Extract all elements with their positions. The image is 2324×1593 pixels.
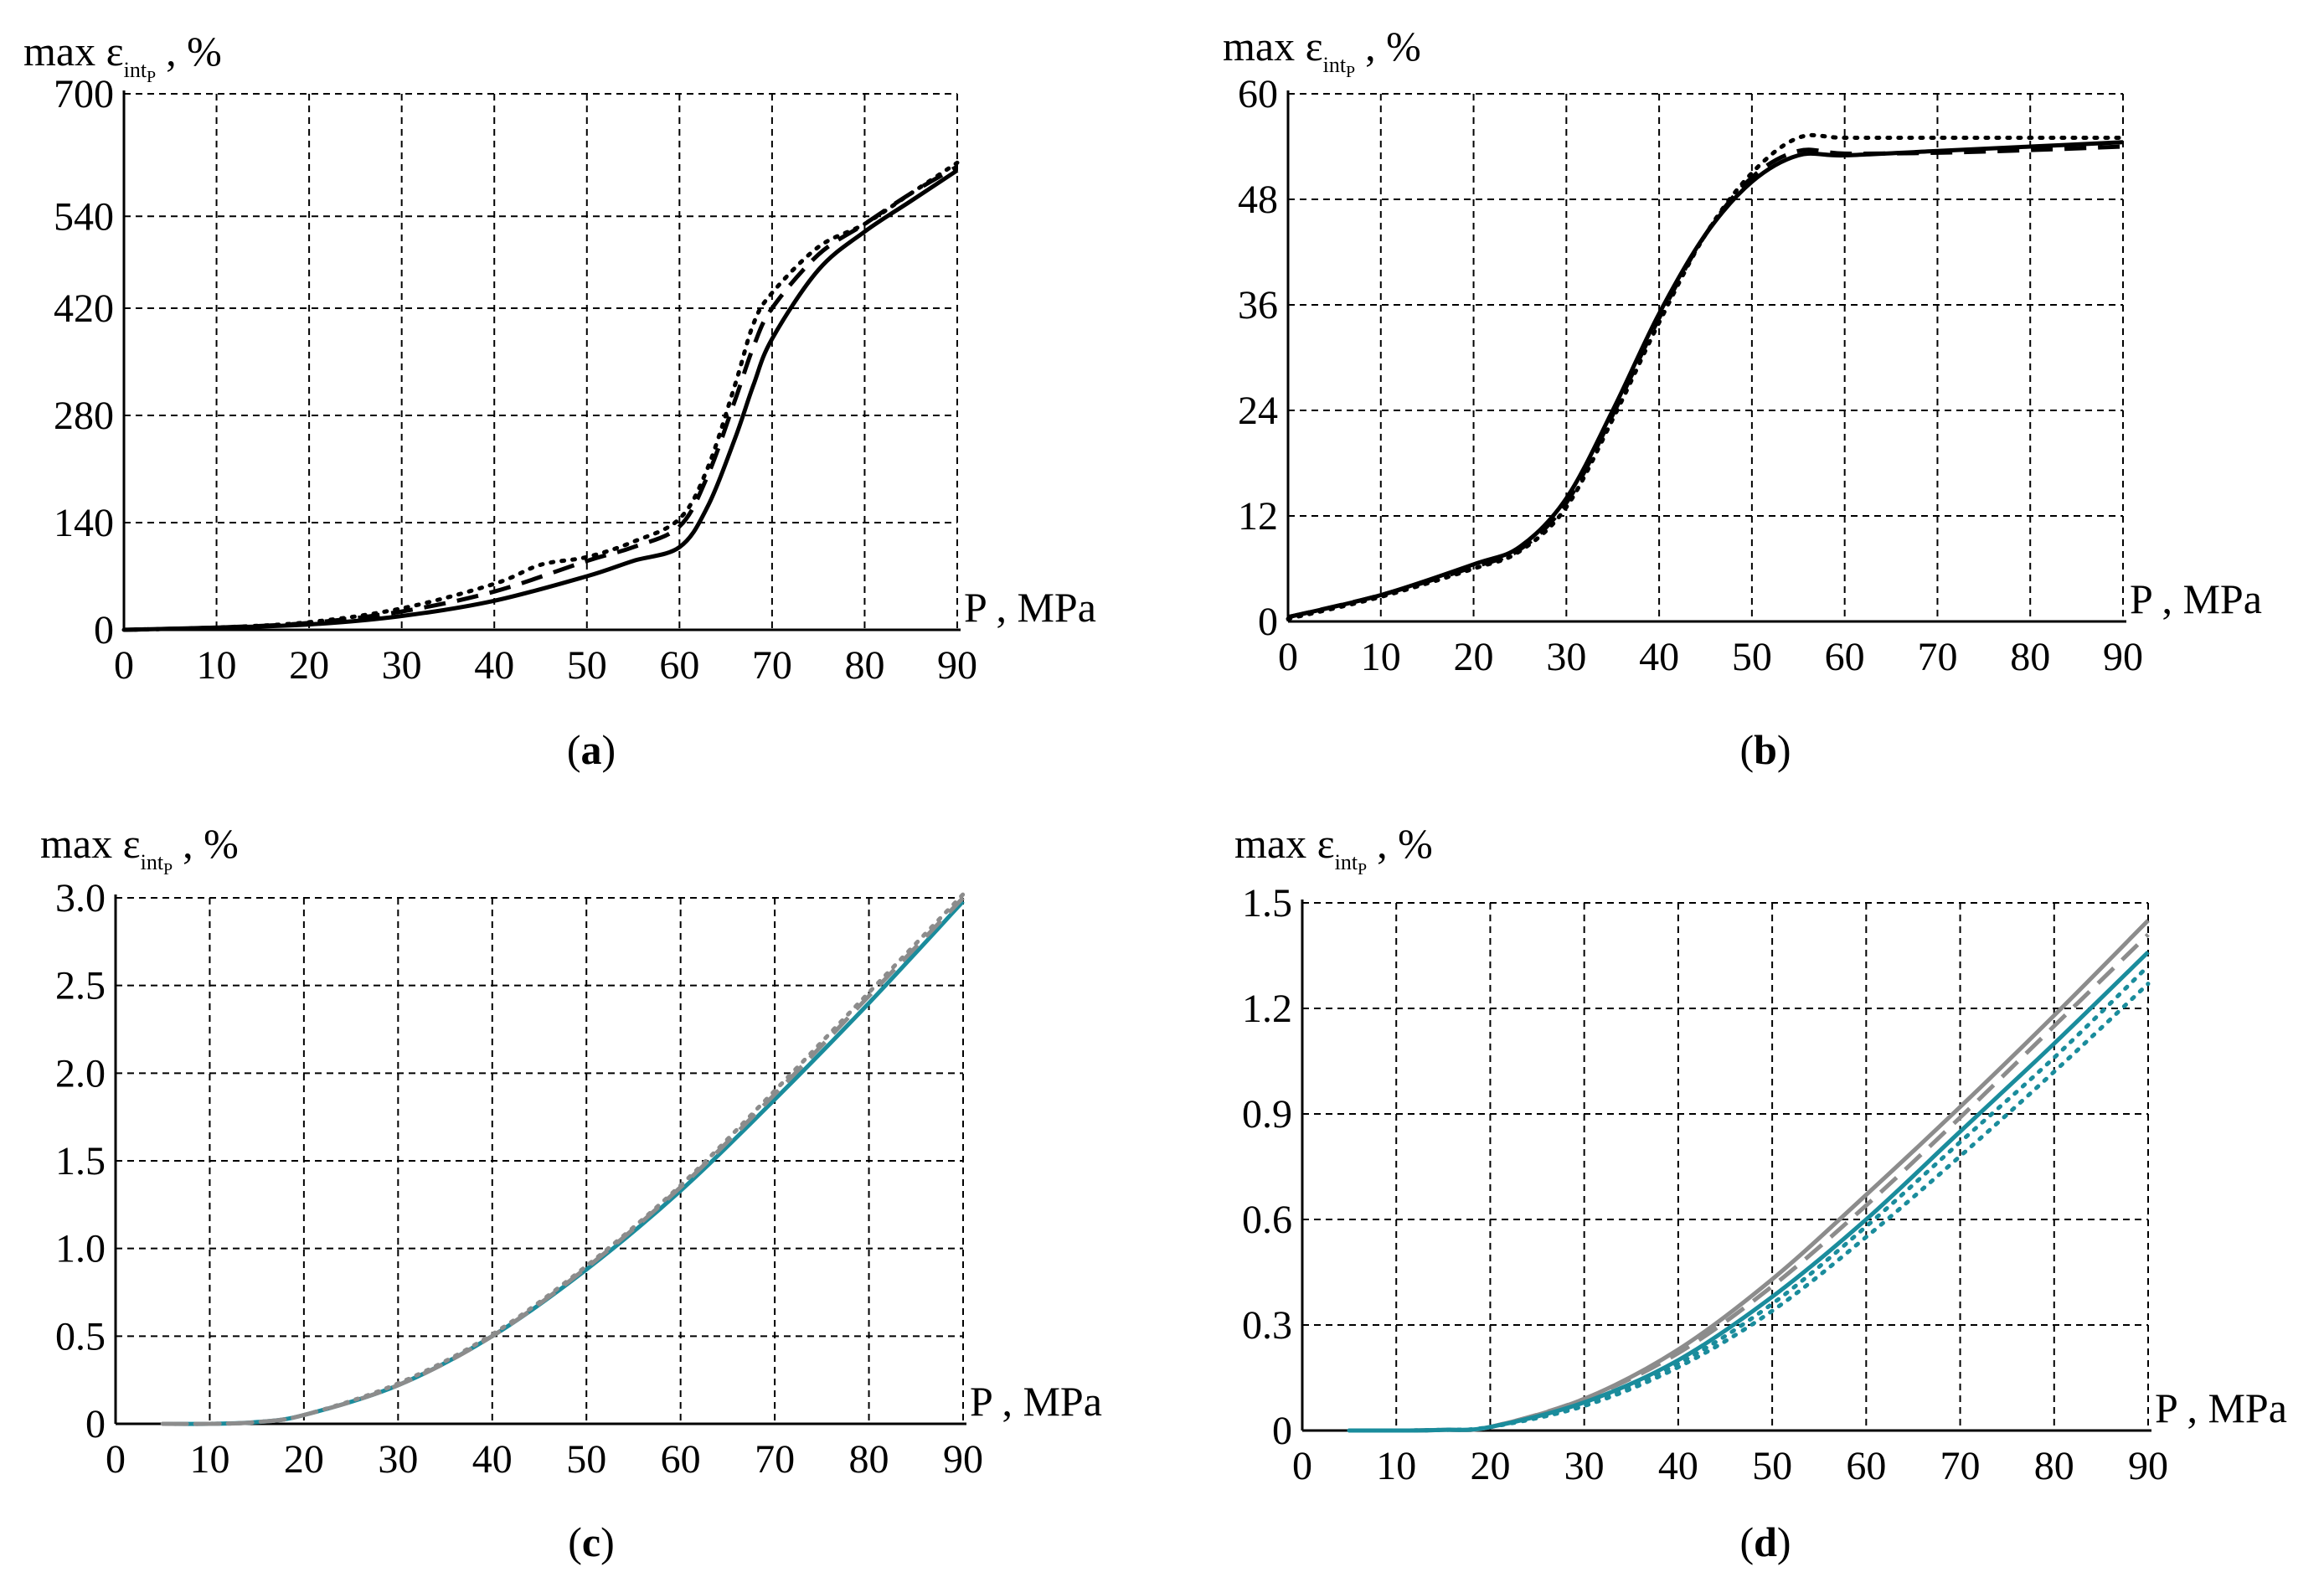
x-tick-label: 70 — [752, 643, 792, 688]
series-line-teal-dotted-2 — [1347, 982, 2151, 1433]
x-tick-label: 0 — [1278, 635, 1298, 679]
series-line-teal-dotted-1 — [1347, 964, 2151, 1433]
x-tick-label: 80 — [2010, 635, 2050, 679]
series-line-gray-dashed — [1349, 933, 2150, 1433]
x-tick-label: 50 — [1752, 1444, 1792, 1488]
x-tick-label: 90 — [937, 643, 977, 688]
x-tick-label: 20 — [1454, 635, 1494, 679]
x-tick-label: 0 — [114, 643, 134, 688]
x-tick-label: 30 — [1564, 1444, 1605, 1488]
series-line-solid — [1287, 140, 2124, 620]
x-tick-label: 20 — [289, 643, 329, 688]
y-tick-label: 0 — [1272, 1409, 1292, 1453]
x-tick-label: 30 — [378, 1437, 418, 1482]
y-axis-label: max εintP, % — [23, 28, 222, 86]
x-tick-label: 0 — [106, 1437, 126, 1482]
x-tick-label: 40 — [1639, 635, 1679, 679]
x-tick-label: 0 — [1292, 1444, 1312, 1488]
x-tick-label: 40 — [1658, 1444, 1698, 1488]
x-tick-label: 60 — [661, 1437, 701, 1482]
x-tick-label: 60 — [1846, 1444, 1886, 1488]
x-tick-label: 60 — [659, 643, 699, 688]
x-tick-label: 20 — [284, 1437, 324, 1482]
x-tick-label: 80 — [849, 1437, 889, 1482]
y-tick-label: 36 — [1238, 283, 1278, 327]
x-tick-label: 30 — [1546, 635, 1586, 679]
x-axis-label: P , MPa — [2155, 1384, 2287, 1431]
y-tick-label: 3.0 — [55, 876, 106, 920]
y-tick-label: 0.5 — [55, 1314, 106, 1358]
panel-caption: (c) — [568, 1518, 615, 1565]
y-tick-label: 2.5 — [55, 964, 106, 1008]
series-line-dotted — [121, 160, 960, 632]
y-tick-label: 140 — [54, 501, 114, 545]
y-tick-label: 420 — [54, 286, 114, 331]
y-axis-label: max εintP, % — [1223, 23, 1421, 81]
y-tick-label: 700 — [54, 72, 114, 116]
series-line-gray-dotted — [160, 892, 966, 1426]
y-tick-label: 1.2 — [1242, 987, 1292, 1031]
y-tick-label: 1.5 — [1242, 881, 1292, 925]
panel-caption: (d) — [1739, 1518, 1791, 1565]
y-tick-label: 0.9 — [1242, 1092, 1292, 1137]
x-tick-label: 50 — [567, 643, 607, 688]
x-tick-label: 40 — [474, 643, 514, 688]
y-tick-label: 280 — [54, 394, 114, 438]
x-axis-label: P , MPa — [970, 1378, 1102, 1425]
y-axis-label: max εintP, % — [40, 820, 239, 879]
panel-caption: (a) — [567, 726, 616, 773]
x-tick-label: 80 — [844, 643, 884, 688]
x-tick-label: 90 — [2103, 635, 2143, 679]
x-tick-label: 90 — [2128, 1444, 2168, 1488]
x-tick-label: 10 — [1376, 1444, 1416, 1488]
x-tick-label: 20 — [1470, 1444, 1510, 1488]
y-tick-label: 1.0 — [55, 1227, 106, 1271]
series-line-dotted — [1286, 132, 2126, 621]
y-tick-label: 1.5 — [55, 1139, 106, 1183]
x-tick-label: 10 — [1361, 635, 1401, 679]
series-line-teal-solid — [162, 900, 965, 1426]
y-tick-label: 48 — [1238, 178, 1278, 222]
x-tick-label: 90 — [943, 1437, 983, 1482]
x-tick-label: 30 — [382, 643, 422, 688]
y-tick-label: 24 — [1238, 389, 1278, 433]
panel-caption: (b) — [1739, 726, 1791, 773]
x-tick-label: 80 — [2034, 1444, 2074, 1488]
y-tick-label: 0 — [94, 608, 114, 652]
y-tick-label: 0 — [1258, 600, 1278, 644]
x-tick-label: 70 — [1940, 1444, 1981, 1488]
series-line-teal-solid — [1349, 951, 2150, 1433]
y-tick-label: 0.6 — [1242, 1198, 1292, 1242]
x-tick-label: 10 — [197, 643, 237, 688]
y-axis-label: max εintP, % — [1234, 820, 1433, 879]
y-tick-label: 60 — [1238, 72, 1278, 116]
chart-c: 0 10 20 30 40 50 60 70 80 90 0 0.5 1.0 1.5 2.0 2.5 3.0ma… — [40, 820, 1102, 1565]
series-line-gray-solid — [1349, 919, 2150, 1433]
series-line-solid — [123, 168, 959, 632]
x-tick-label: 50 — [1732, 635, 1772, 679]
x-axis-label: P , MPa — [964, 584, 1096, 631]
y-tick-label: 2.0 — [55, 1051, 106, 1096]
x-axis-label: P , MPa — [2130, 575, 2262, 622]
series-line-dashed — [123, 164, 959, 632]
series-line-gray-dashed — [162, 896, 965, 1426]
x-tick-label: 10 — [189, 1437, 229, 1482]
x-tick-label: 50 — [566, 1437, 606, 1482]
x-tick-label: 70 — [1917, 635, 1957, 679]
x-tick-label: 40 — [472, 1437, 513, 1482]
series-line-dashed — [1287, 144, 2124, 620]
y-tick-label: 540 — [54, 194, 114, 239]
y-tick-label: 0.3 — [1242, 1303, 1292, 1348]
x-tick-label: 70 — [755, 1437, 795, 1482]
x-tick-label: 60 — [1825, 635, 1865, 679]
y-tick-label: 12 — [1238, 494, 1278, 539]
y-tick-label: 0 — [85, 1402, 106, 1446]
